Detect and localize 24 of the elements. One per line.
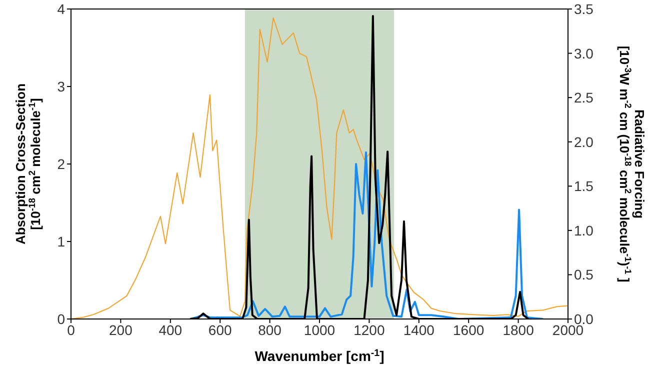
- y-tick-label: 4: [57, 0, 66, 17]
- y2-tick-label: 0.5: [574, 266, 594, 283]
- y2-tick-label: 3.5: [574, 0, 594, 17]
- x-tick-label: 1400: [403, 322, 435, 338]
- y-tick-label: 1: [57, 233, 66, 250]
- x-tick-label: 200: [109, 322, 133, 338]
- y2-tick-label: 2.5: [574, 90, 594, 106]
- x-tick-label: 1800: [502, 322, 534, 338]
- y2-tick-label: 2.0: [574, 134, 594, 150]
- x-tick-label: 1000: [304, 322, 336, 338]
- y-tick-label: 0: [57, 310, 66, 327]
- y2-tick-label: 3.0: [574, 45, 594, 62]
- y-tick-label: 2: [57, 156, 66, 172]
- x-tick-label: 400: [158, 322, 182, 338]
- y-tick-label: 3: [57, 78, 66, 94]
- line-series: [189, 151, 544, 319]
- x-tick-label: 1200: [354, 322, 385, 338]
- x-tick-label: 800: [258, 322, 282, 338]
- x-tick-label: 1600: [453, 322, 484, 338]
- x-axis-title: Wavenumber [cm$^{-1}$]: [254, 347, 384, 364]
- x-tick-label: 0: [67, 322, 76, 338]
- y2-tick-label: 1.5: [574, 178, 594, 194]
- y2-tick-label: 1.0: [574, 222, 594, 238]
- x-tick-label: 600: [208, 322, 232, 338]
